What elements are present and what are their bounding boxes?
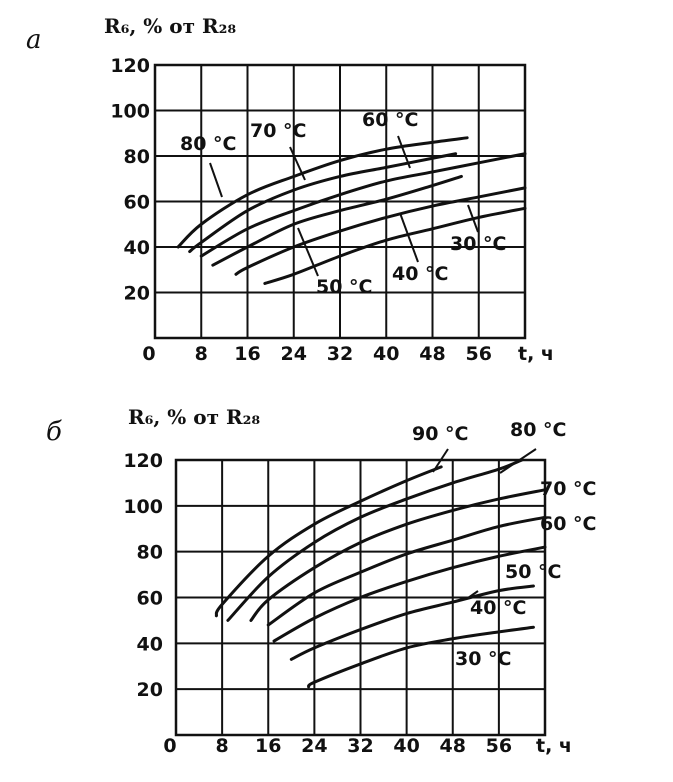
series-annotation: 70 °C <box>250 120 307 142</box>
annotation-leader <box>499 448 537 474</box>
y-axis-label: R₆, % от R₂₈ <box>128 405 260 429</box>
series-line-80c <box>176 136 469 249</box>
annotation-leader <box>397 135 411 169</box>
series-annotation: 50 °C <box>316 276 373 298</box>
series-annotation: 30 °C <box>450 233 507 255</box>
x-tick-label: 24 <box>301 735 327 757</box>
plot-frame <box>174 458 547 737</box>
x-tick-label: 56 <box>466 343 492 365</box>
series-line-40c <box>234 186 527 276</box>
x-tick-label: 40 <box>373 343 399 365</box>
panel-letter: б <box>46 417 62 447</box>
x-tick-label: 8 <box>195 343 208 365</box>
series-line-70c <box>249 488 547 622</box>
y-tick-label: 60 <box>137 588 163 610</box>
series-annotation: 60 °C <box>362 109 419 131</box>
y-tick-label: 20 <box>137 679 163 701</box>
annotation-leader <box>289 146 306 181</box>
series-line-40c <box>289 584 535 661</box>
annotation-leader <box>209 162 223 198</box>
x-tick-label: 48 <box>419 343 445 365</box>
y-tick-label: 100 <box>123 496 163 518</box>
y-tick-label: 80 <box>124 146 150 168</box>
annotation-leader <box>467 590 479 599</box>
series-annotation: 40 °C <box>392 263 449 285</box>
series-annotation: 60 °C <box>540 513 597 535</box>
series-line-50c <box>211 174 463 267</box>
y-tick-label: 80 <box>137 542 163 564</box>
y-tick-label: 100 <box>110 101 150 123</box>
series-line-60c <box>199 152 527 258</box>
y-tick-label: 40 <box>124 237 150 259</box>
annotation-leader <box>432 448 449 473</box>
annotation-leader <box>467 204 479 233</box>
x-tick-label: 40 <box>393 735 419 757</box>
annotation-leader <box>297 227 319 277</box>
series-line-70c <box>188 152 458 254</box>
y-tick-label: 60 <box>124 192 150 214</box>
x-tick-label: 8 <box>216 735 229 757</box>
y-tick-label: 40 <box>137 633 163 655</box>
series-line-60c <box>266 515 547 627</box>
y-tick-label: 20 <box>124 283 150 305</box>
panel-letter: а <box>26 25 42 55</box>
x-tick-label: 56 <box>486 735 512 757</box>
x-tick-label: 16 <box>255 735 281 757</box>
y-axis-label: R₆, % от R₂₈ <box>104 14 236 38</box>
series-line-50c <box>272 545 547 643</box>
series-annotation: 70 °C <box>540 478 597 500</box>
x-tick-label: 16 <box>234 343 260 365</box>
x-axis-label: t, ч <box>536 735 572 757</box>
x-tick-label: 32 <box>327 343 353 365</box>
x-tick-label: 0 <box>142 343 155 365</box>
series-line-30c <box>307 625 535 689</box>
x-tick-label: 0 <box>163 735 176 757</box>
series-annotation: 80 °C <box>180 133 237 155</box>
y-tick-label: 120 <box>123 450 163 472</box>
series-line-80c <box>226 458 524 622</box>
annotation-leader <box>399 212 419 263</box>
series-annotation: 30 °C <box>455 648 512 670</box>
plot-frame <box>153 63 527 340</box>
chart-panel-1: а R₆, % от R₂₈ 20 40 60 80 100 120 0 8 16 24 32 40 48 5… <box>26 14 554 365</box>
x-tick-label: 24 <box>281 343 307 365</box>
x-axis-label: t, ч <box>518 343 554 365</box>
series-annotation: 90 °C <box>412 423 469 445</box>
y-tick-label: 120 <box>110 55 150 77</box>
x-tick-label: 48 <box>440 735 466 757</box>
x-tick-label: 32 <box>347 735 373 757</box>
series-annotation: 50 °C <box>505 561 562 583</box>
series-line-30c <box>263 206 527 285</box>
series-annotation: 80 °C <box>510 419 567 441</box>
series-annotation: 40 °C <box>470 597 527 619</box>
chart-panel-2: б R₆, % от R₂₈ 20 40 60 80 100 120 0 8 16 24 32 40 48 5… <box>46 405 597 757</box>
series-line-90c <box>214 465 443 618</box>
